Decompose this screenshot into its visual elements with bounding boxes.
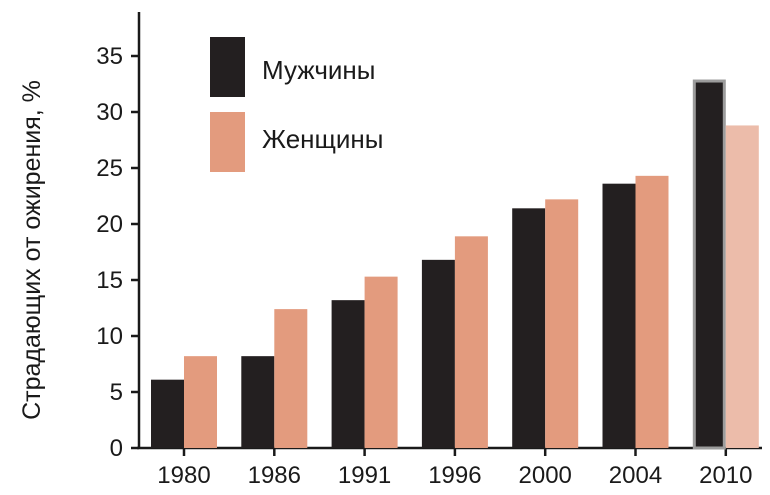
bar-women-1991 bbox=[364, 276, 398, 448]
y-axis-title: Страдающих от ожирения, % bbox=[18, 80, 46, 420]
x-axis: 1980 1986 1991 1996 2000 2004 2010 bbox=[137, 446, 762, 489]
x-tick-label: 2010 bbox=[699, 462, 752, 489]
x-tick-label: 2004 bbox=[609, 462, 662, 489]
bar-women-1996 bbox=[454, 236, 488, 448]
bar-women-2010 bbox=[725, 125, 759, 448]
x-tick-label: 2000 bbox=[519, 462, 572, 489]
bar-men-2004 bbox=[602, 183, 636, 448]
x-tick-label: 1986 bbox=[248, 462, 301, 489]
y-tick-label: 25 bbox=[96, 155, 123, 182]
legend-swatch-women bbox=[210, 112, 245, 172]
bar-women-1986 bbox=[274, 309, 308, 448]
x-tick-label: 1991 bbox=[338, 462, 391, 489]
bar-men-1991 bbox=[331, 300, 365, 448]
y-tick-label: 0 bbox=[110, 435, 123, 462]
bar-women-2004 bbox=[635, 175, 669, 448]
y-tick-label: 20 bbox=[96, 211, 123, 238]
y-tick-label: 5 bbox=[110, 379, 123, 406]
bar-men-1980 bbox=[151, 379, 184, 448]
bar-women-2000 bbox=[545, 199, 579, 448]
bar-men-1986 bbox=[241, 356, 275, 448]
bar-women-1980 bbox=[184, 356, 217, 448]
y-tick-label: 35 bbox=[96, 43, 123, 70]
bars bbox=[151, 79, 759, 450]
x-tick-label: 1996 bbox=[428, 462, 481, 489]
legend: Мужчины Женщины bbox=[210, 37, 383, 172]
bar-men-1996 bbox=[421, 259, 455, 448]
bar-men-2000 bbox=[512, 208, 546, 448]
y-axis: 0 5 10 15 20 25 30 35 bbox=[96, 12, 141, 462]
y-tick-label: 30 bbox=[96, 99, 123, 126]
legend-label-women: Женщины bbox=[262, 124, 383, 154]
legend-label-men: Мужчины bbox=[262, 55, 375, 85]
y-tick-label: 15 bbox=[96, 267, 123, 294]
legend-swatch-men bbox=[210, 37, 245, 97]
y-tick-label: 10 bbox=[96, 323, 123, 350]
bar-men-2010 bbox=[692, 79, 726, 450]
x-tick-label: 1980 bbox=[157, 462, 210, 489]
